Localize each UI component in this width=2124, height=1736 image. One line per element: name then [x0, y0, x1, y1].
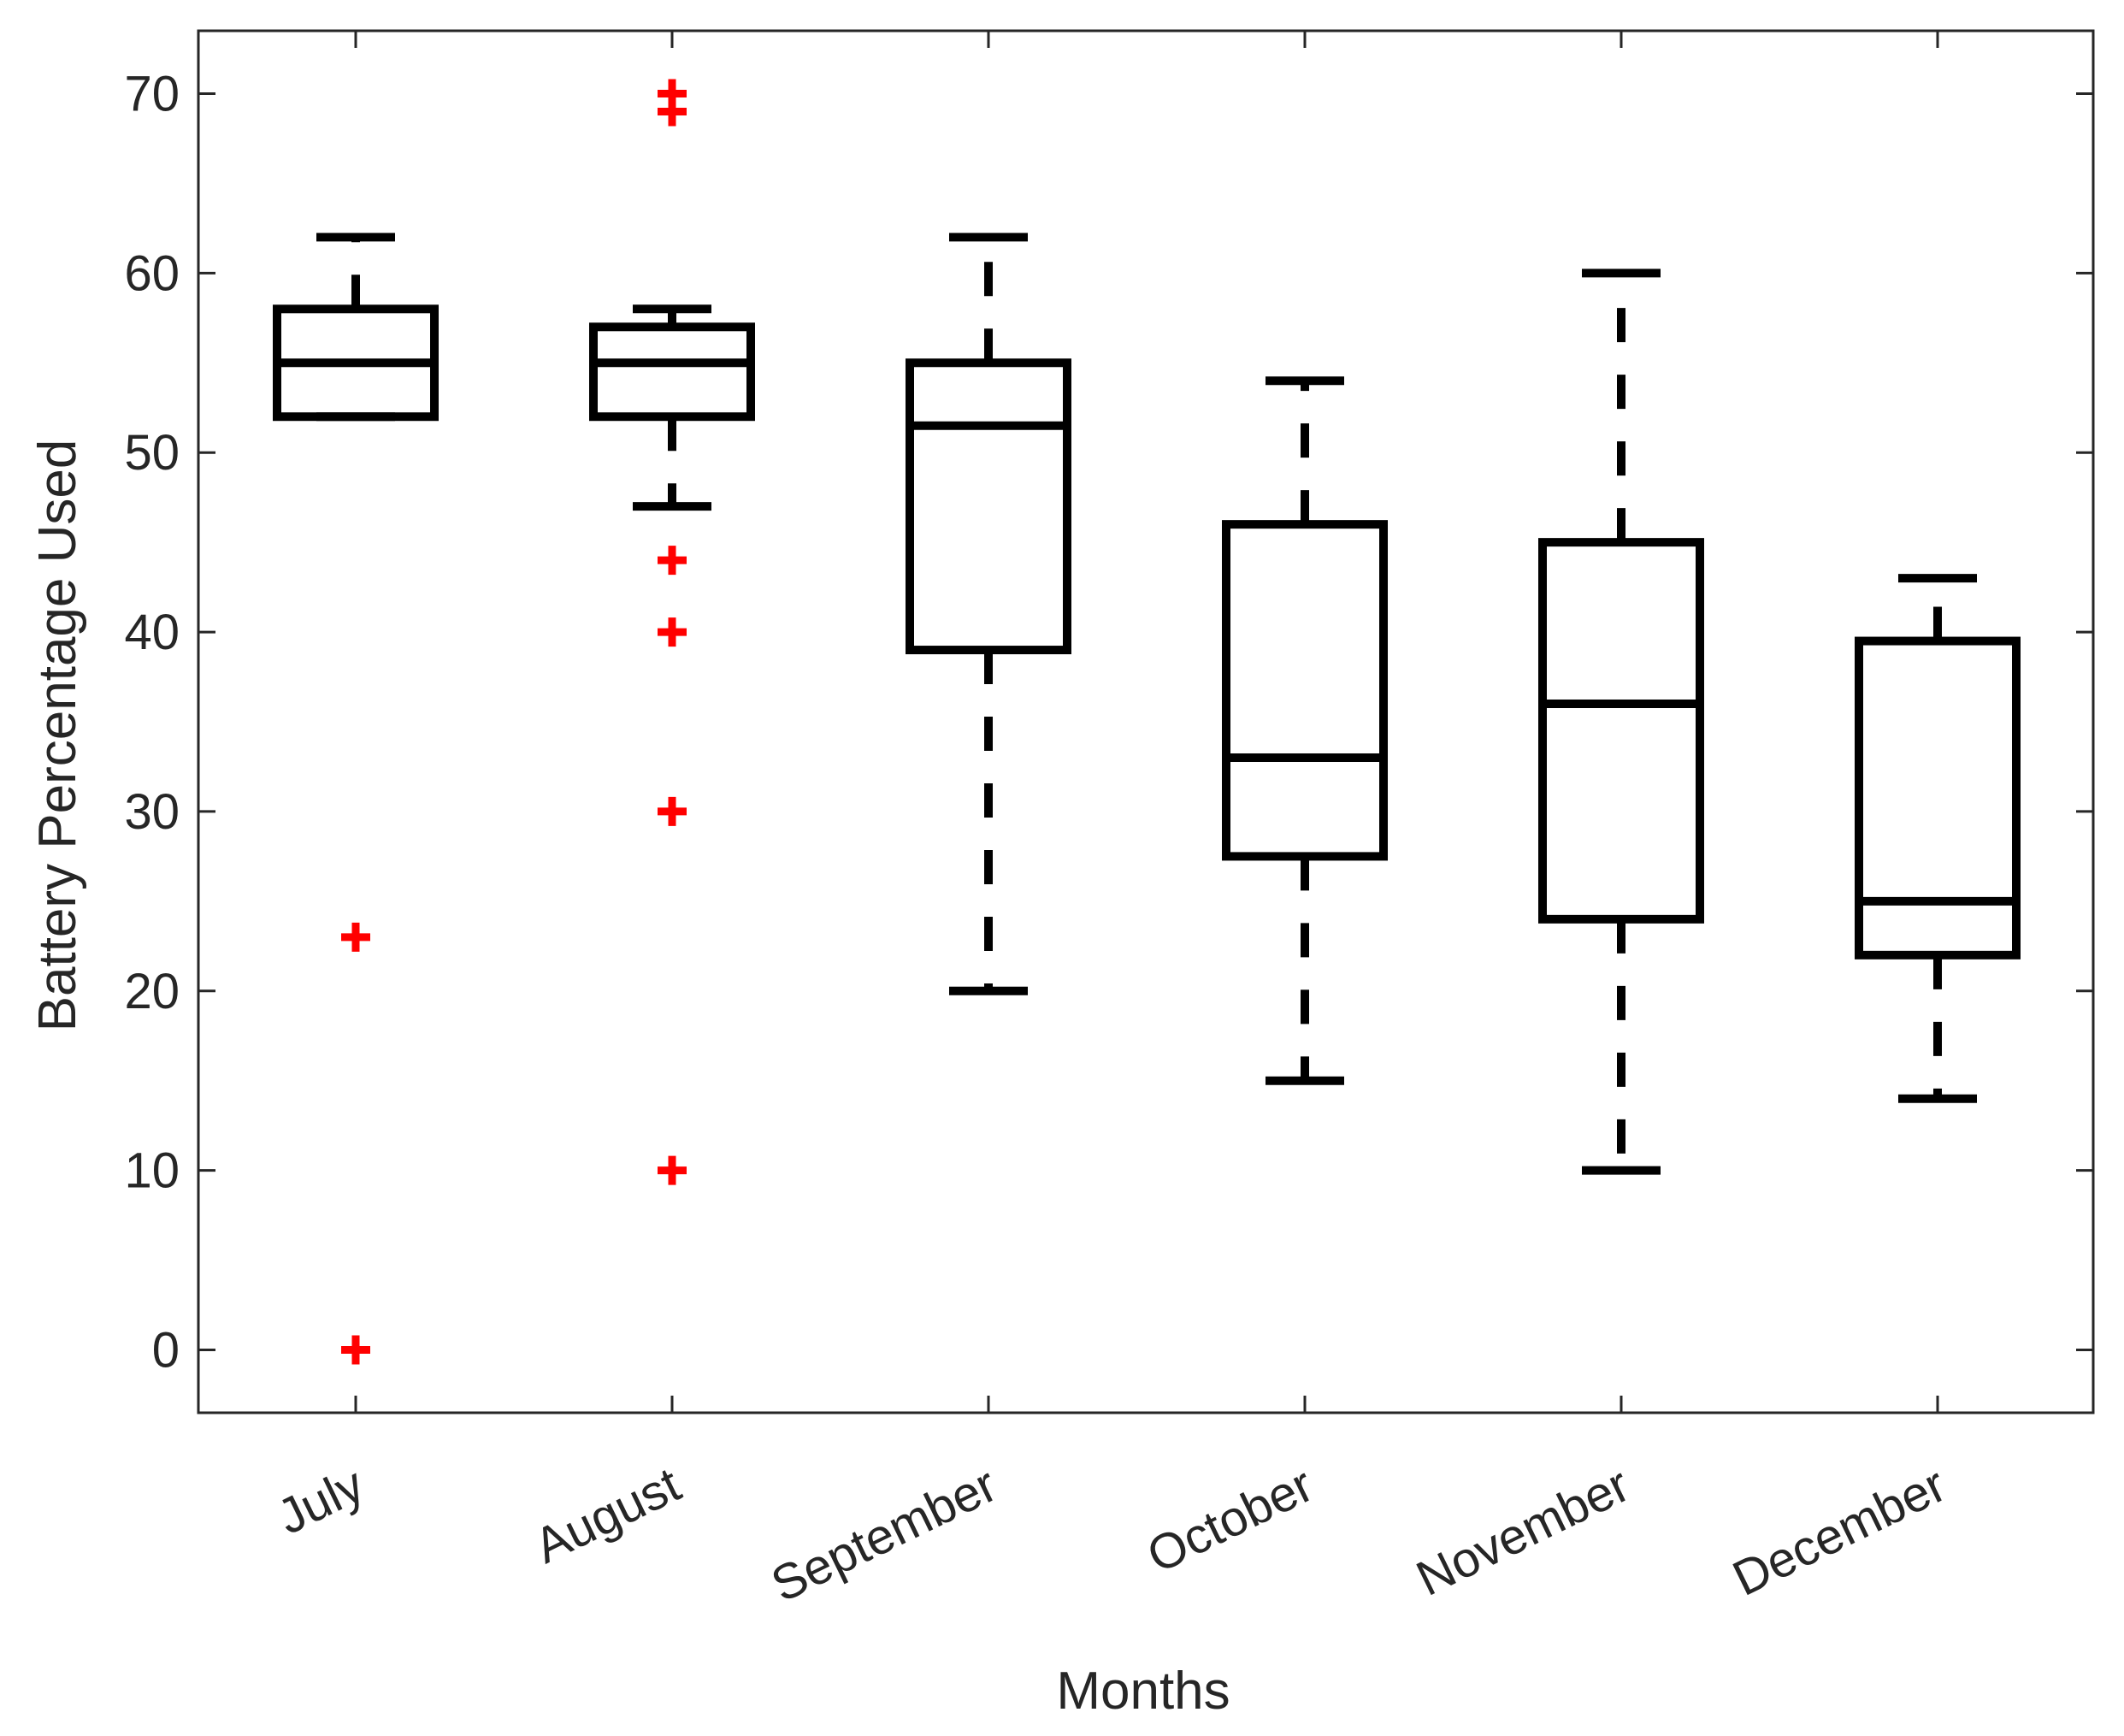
box-august: [589, 79, 755, 1185]
outlier-marker: [658, 1155, 687, 1185]
y-tick-label: 0: [152, 1323, 180, 1379]
y-tick-label: 30: [124, 784, 180, 840]
outlier-marker: [341, 922, 370, 952]
box-series: [273, 79, 2021, 1365]
outlier-marker: [658, 546, 687, 576]
interquartile-box: [589, 322, 755, 422]
interquartile-box: [1222, 520, 1388, 861]
plot-frame: [197, 29, 2095, 1414]
outlier-marker: [658, 796, 687, 826]
x-tick-label: October: [1139, 1456, 1322, 1584]
box-september: [906, 233, 1071, 995]
x-tick-label: July: [268, 1456, 372, 1545]
y-axis-title: Battery Percentage Used: [28, 440, 87, 1032]
interquartile-box: [906, 358, 1071, 655]
x-tick-label: September: [763, 1456, 1005, 1613]
outlier-marker: [658, 97, 687, 127]
x-axis-title: Months: [1056, 1662, 1230, 1721]
y-tick-label: 20: [124, 964, 180, 1019]
x-tick-label: August: [526, 1456, 689, 1574]
y-tick-label: 70: [124, 66, 180, 121]
y-tick-label: 60: [124, 245, 180, 301]
interquartile-box: [1538, 538, 1704, 924]
interquartile-box: [1855, 636, 2021, 960]
y-tick-label: 50: [124, 425, 180, 481]
x-tick-label: December: [1725, 1456, 1955, 1607]
box-october: [1222, 376, 1388, 1085]
outlier-marker: [658, 617, 687, 647]
plot-area: [197, 29, 2095, 1414]
box-november: [1538, 269, 1704, 1175]
box-december: [1855, 574, 2021, 1103]
x-tick-label: November: [1408, 1456, 1638, 1607]
outlier-marker: [341, 1335, 370, 1365]
y-tick-label: 10: [124, 1143, 180, 1199]
box-july: [273, 233, 439, 1365]
y-tick-label: 40: [124, 605, 180, 660]
y-axis: 0 10 20 30 40 50 60 70: [124, 66, 2093, 1379]
